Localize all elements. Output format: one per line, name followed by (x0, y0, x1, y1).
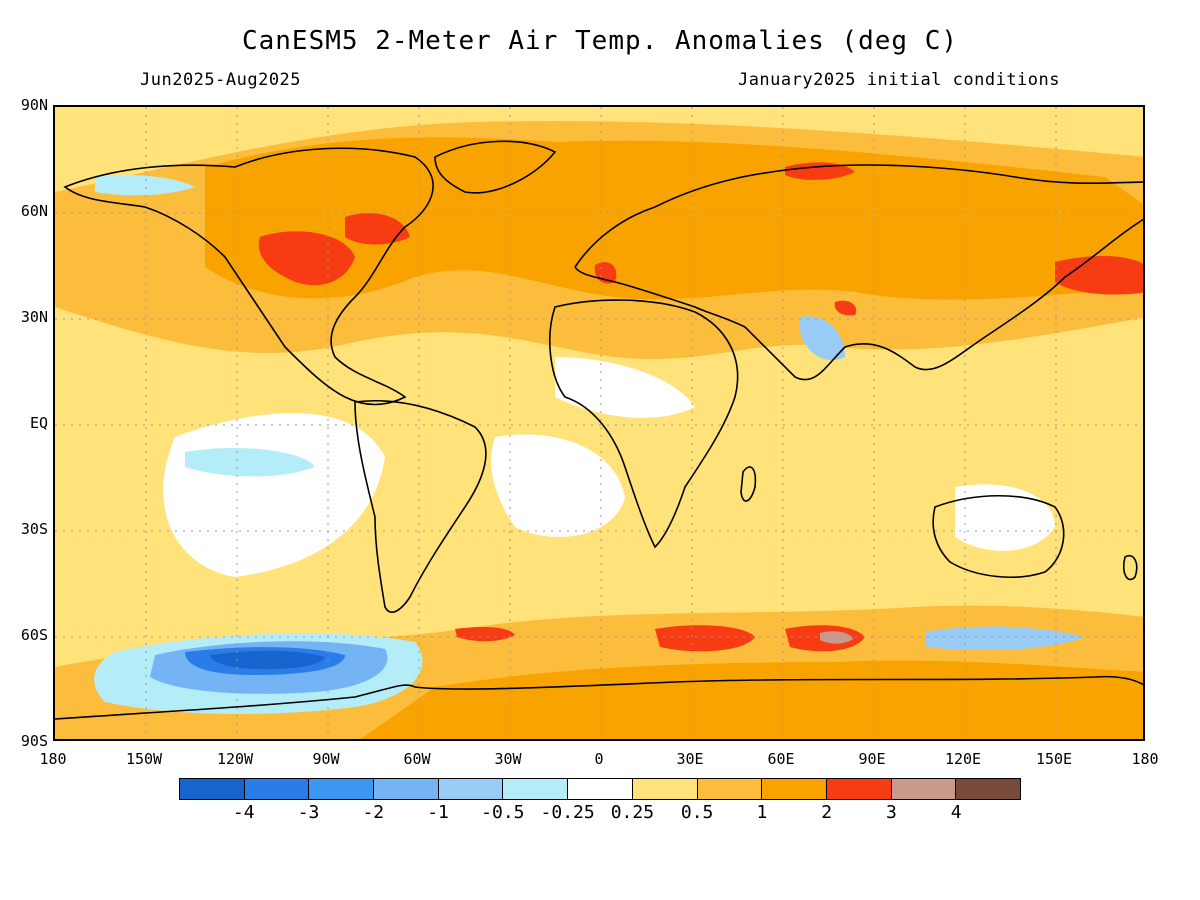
lon-label-60w: 60W (403, 750, 431, 768)
colorbar-tick-label: -4 (232, 802, 255, 823)
colorbar-tick-label: 3 (886, 802, 897, 823)
antarctic-warm (360, 660, 1143, 739)
colorbar-swatch (891, 779, 957, 799)
lon-label-30e: 30E (676, 750, 704, 768)
alaska-cool (95, 175, 195, 196)
greenland-coast (434, 140, 557, 194)
lon-label-180w: 180 (39, 750, 67, 768)
colorbar-tick-label: -0.25 (540, 802, 595, 823)
antarctica-coast (55, 675, 1143, 720)
colorbar-tick-label: -0.5 (481, 802, 525, 823)
colorbar-swatch (244, 779, 310, 799)
lon-label-120e: 120E (944, 750, 982, 768)
colorbar-tick-label: 4 (950, 802, 962, 823)
colorbar-swatch (438, 779, 504, 799)
madagascar-coast (740, 466, 757, 502)
n-america-hot (258, 231, 355, 286)
africa-coast (549, 299, 739, 549)
colorbar-swatch (374, 779, 439, 799)
lon-label-150e: 150E (1035, 750, 1073, 768)
lon-label-90e: 90E (858, 750, 886, 768)
so-indian-very-hot (820, 631, 853, 644)
lat-label-30n: 30N (20, 308, 48, 326)
eurasia-coast (574, 164, 1143, 381)
colorbar-swatch (632, 779, 698, 799)
graticule (55, 107, 1143, 739)
forecast-period: Jun2025-Aug2025 (140, 70, 302, 90)
siberia-hot (785, 162, 855, 180)
colorbar-tick-label: -1 (427, 802, 449, 823)
colorbar-swatch (956, 779, 1020, 799)
north-america-coast (63, 147, 434, 406)
india-cool (800, 316, 845, 361)
colorbar-swatch (309, 779, 375, 799)
south-america-coast (354, 399, 487, 613)
map-frame (53, 105, 1145, 741)
lat-label-90n: 90N (20, 96, 48, 114)
ne-asia-hot (1055, 255, 1143, 295)
colorbar (179, 778, 1021, 800)
nh-strong-warm (205, 137, 1143, 300)
colorbar-tick-label: 1 (756, 802, 768, 823)
lat-label-30s: 30S (20, 520, 48, 538)
lon-label-60e: 60E (767, 750, 795, 768)
australia-coast (932, 494, 1065, 578)
lon-label-150w: 150W (125, 750, 163, 768)
sw-pacific-coldest (210, 650, 325, 670)
atlantic-neutral (491, 434, 625, 537)
lon-label-180e: 180 (1131, 750, 1159, 768)
colorbar-tick-label: 0.25 (610, 802, 655, 823)
sahara-neutral (555, 357, 695, 418)
lat-label-60s: 60S (20, 626, 48, 644)
lat-label-eq: EQ (29, 414, 48, 432)
new-zealand-coast (1122, 555, 1138, 581)
tibet-hot (834, 300, 857, 316)
colorbar-swatch (697, 779, 763, 799)
colorbar-swatch (180, 779, 245, 799)
map-title: CanESM5 2-Meter Air Temp. Anomalies (deg… (241, 26, 959, 56)
so-indian-hot-1 (655, 625, 755, 652)
anomaly-map (55, 107, 1143, 739)
initial-conditions: January2025 initial conditions (737, 70, 1060, 90)
lat-label-60n: 60N (20, 202, 48, 220)
lon-label-30w: 30W (494, 750, 522, 768)
canada-hot (345, 213, 410, 245)
colorbar-swatch (503, 779, 569, 799)
lat-label-90s: 90S (20, 732, 48, 750)
lon-label-0: 0 (594, 750, 604, 768)
colorbar-tick-label: 2 (821, 802, 833, 823)
lon-label-90w: 90W (312, 750, 340, 768)
colorbar-tick-label: -3 (297, 802, 320, 823)
s-atlantic-hot (455, 627, 515, 642)
colorbar-swatch (762, 779, 827, 799)
lon-label-120w: 120W (216, 750, 254, 768)
colorbar-swatch (568, 779, 633, 799)
eq-pacific-cool (185, 447, 315, 477)
colorbar-swatch (826, 779, 892, 799)
australia-neutral (955, 484, 1055, 551)
colorbar-tick-label: 0.5 (680, 802, 714, 823)
coastlines (55, 140, 1143, 720)
colorbar-tick-label: -2 (362, 802, 385, 823)
